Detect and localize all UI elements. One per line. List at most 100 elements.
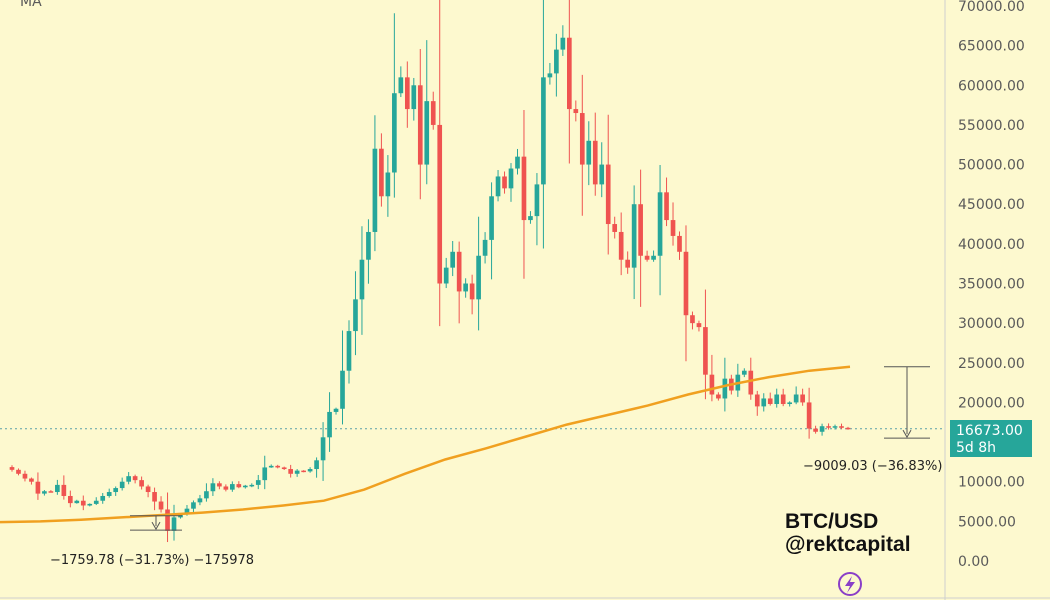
right-drop-label: −9009.03 (−36.83%) <box>803 459 942 474</box>
candle-down <box>502 176 507 189</box>
candle-up <box>93 500 99 504</box>
right-measure <box>884 366 930 439</box>
candle-up <box>230 484 235 490</box>
y-tick-label: 40000.00 <box>958 237 1025 253</box>
candle-up <box>774 394 780 405</box>
y-tick-label: 70000.00 <box>958 0 1025 15</box>
lightning-bolt-icon <box>838 572 862 596</box>
candle-up <box>204 491 209 499</box>
candle-down <box>644 255 650 260</box>
candle-down <box>683 251 689 316</box>
measure-arrow <box>151 521 161 531</box>
candle-up <box>832 426 838 428</box>
candle-up <box>741 370 747 375</box>
y-tick-label: 60000.00 <box>958 78 1025 94</box>
candle-up <box>761 398 767 407</box>
price-tag-box <box>950 420 1032 457</box>
candle-up <box>819 426 825 432</box>
candle-down <box>696 323 702 328</box>
candle-up <box>722 378 728 399</box>
candle-up <box>366 231 371 260</box>
candle-up <box>327 411 332 438</box>
candle-down <box>165 509 170 531</box>
candle-up <box>171 517 177 531</box>
candle-down <box>605 164 611 225</box>
candle-up <box>210 483 216 492</box>
left-measure <box>130 515 182 531</box>
candle-up <box>353 299 358 332</box>
candle-down <box>139 480 144 487</box>
candle-up <box>113 488 119 493</box>
candle-up <box>443 267 449 284</box>
candle-up <box>651 255 656 260</box>
y-tick-label: 55000.00 <box>958 118 1025 134</box>
candle-down <box>35 481 41 494</box>
left-drop-label: −1759.78 (−31.73%) −175978 <box>50 553 254 568</box>
candle-down <box>22 473 28 479</box>
y-tick-label: 50000.00 <box>958 158 1025 174</box>
candle-down <box>80 500 86 506</box>
candle-down <box>839 426 844 428</box>
candle-down <box>754 394 760 407</box>
candle-up <box>119 481 125 489</box>
candle-down <box>845 427 851 430</box>
price-tag: 16673.00 5d 8h <box>950 420 1032 457</box>
candle-down <box>806 402 812 429</box>
candle-up <box>100 495 106 501</box>
candle-down <box>456 251 462 292</box>
candle-down <box>826 426 831 428</box>
candle-up <box>657 192 663 256</box>
candle-down <box>709 374 715 395</box>
candle-down <box>592 140 598 185</box>
candle-up <box>586 140 592 165</box>
candle-up <box>320 437 326 461</box>
candle-up <box>560 37 566 50</box>
candle-up <box>541 77 546 185</box>
candle-down <box>67 495 73 504</box>
candle-down <box>417 85 423 165</box>
y-tick-label: 30000.00 <box>958 316 1025 332</box>
candle-up <box>482 239 488 256</box>
candle-down <box>670 220 676 236</box>
candle-up <box>242 485 248 488</box>
candle-down <box>301 470 306 473</box>
candle-up <box>340 370 345 409</box>
y-tick-label: 5000.00 <box>958 514 1016 530</box>
y-tick-label: 25000.00 <box>958 356 1025 372</box>
candle-down <box>579 113 585 165</box>
logo-bolt <box>845 576 855 593</box>
candle-up <box>333 408 339 412</box>
candle-down <box>625 259 630 268</box>
candle-up <box>191 502 196 509</box>
candle-up <box>599 164 605 185</box>
candle-up <box>528 216 533 221</box>
y-tick-label: 45000.00 <box>958 197 1025 213</box>
candle-up <box>554 49 559 74</box>
candle-up <box>126 476 131 482</box>
candle-up <box>398 77 404 94</box>
candle-up <box>476 255 481 300</box>
y-axis: 0.005000.0010000.0015000.0020000.0025000… <box>958 0 1025 570</box>
candle-up <box>515 156 520 169</box>
candle-up <box>255 480 261 485</box>
candle-up <box>411 85 417 110</box>
candle-up <box>631 204 637 268</box>
candle-down <box>664 192 669 221</box>
y-tick-label: 20000.00 <box>958 395 1025 411</box>
candle-down <box>281 467 287 470</box>
candle-up <box>106 492 112 496</box>
candle-down <box>132 476 138 481</box>
candle-down <box>217 483 222 487</box>
candle-up <box>424 101 430 165</box>
logo-circle <box>838 572 862 596</box>
candle-down <box>437 124 443 284</box>
candle-up <box>392 93 397 173</box>
candle-up <box>489 196 494 240</box>
candle-down <box>813 428 818 432</box>
candle-down <box>748 370 754 395</box>
candle-up <box>547 73 553 78</box>
candle-up <box>42 491 47 494</box>
candle-up <box>74 500 80 504</box>
candle-down <box>404 77 410 110</box>
